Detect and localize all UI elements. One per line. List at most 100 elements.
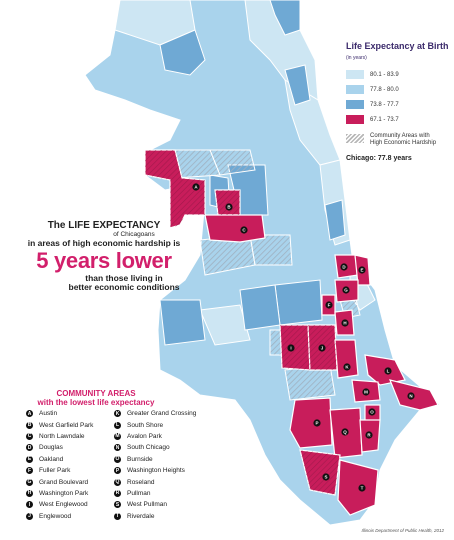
area-P [289, 397, 333, 449]
community-item: B West Garfield Park [26, 419, 93, 430]
callout-line6: better economic conditions [68, 282, 180, 292]
map-marker-e: E [358, 266, 366, 274]
map-marker-label: O [370, 410, 374, 415]
map-marker-label: I [290, 346, 291, 351]
legend-row: 67.1 - 73.7 [346, 112, 450, 127]
community-item: S West Pullman [114, 499, 196, 510]
callout-line1: The LIFE EXPECTANCY [47, 220, 161, 231]
map-marker-label: E [360, 268, 363, 273]
community-list-right: K Greater Grand Crossing L South Shore M Aval… [114, 408, 196, 522]
map-marker-label: C [242, 228, 246, 233]
area-name: South Chicago [127, 444, 170, 452]
legend-unit: (in years) [346, 55, 367, 61]
area-badge: B [26, 421, 33, 429]
community-item: N South Chicago [114, 442, 196, 453]
legend-title: Life Expectancy at Birth (in years) [346, 41, 449, 61]
area-badge: I [26, 501, 33, 509]
callout-line3: in areas of high economic hardship is [27, 238, 181, 248]
community-item: Q Roseland [114, 476, 196, 487]
area-name: Fuller Park [39, 467, 71, 475]
area-badge: E [26, 455, 33, 463]
callout-line2: of Chicagoans [113, 231, 155, 238]
area-badge: G [26, 478, 33, 486]
legend-swatch [346, 70, 364, 79]
area-name: West Garfield Park [39, 421, 94, 429]
map-marker-r: R [365, 431, 373, 439]
map-marker-m: M [362, 388, 370, 396]
area-name: Pullman [127, 489, 151, 497]
map-marker-l: L [384, 367, 392, 375]
map-marker-label: S [324, 475, 327, 480]
area-name: South Shore [127, 421, 164, 429]
legend-row: 77.8 - 80.0 [346, 82, 450, 97]
legend-hatch-row: Community Areas with High Economic Hards… [346, 133, 450, 147]
community-item: L South Shore [114, 419, 196, 430]
map-marker-label: Q [343, 430, 347, 435]
area-badge: N [114, 444, 121, 452]
area-name: Grand Boulevard [39, 478, 89, 486]
map-marker-k: K [343, 363, 351, 371]
area-badge: O [114, 455, 121, 463]
legend-label: 67.1 - 73.7 [370, 116, 399, 123]
map-marker-label: H [343, 321, 346, 326]
community-item: G Grand Boulevard [26, 476, 93, 487]
area-badge: K [114, 410, 121, 418]
map-marker-i: I [287, 344, 295, 352]
area-badge: M [114, 432, 121, 440]
map-marker-label: N [409, 394, 412, 399]
community-item: E Oakland [26, 454, 93, 465]
community-item: I West Englewood [26, 499, 93, 510]
community-item: C North Lawndale [26, 431, 93, 442]
area-badge: A [26, 410, 33, 418]
legend-label: 80.1 - 83.9 [370, 71, 399, 78]
area-name: Burnside [127, 455, 153, 463]
map-marker-label: R [367, 433, 371, 438]
map-marker-n: N [407, 392, 415, 400]
area-name: North Lawndale [39, 432, 85, 440]
area-name: West Englewood [39, 501, 88, 509]
map-marker-c: C [240, 226, 248, 234]
callout-line5: than those living in [85, 273, 163, 283]
map-marker-label: P [315, 421, 318, 426]
map-marker-label: J [321, 346, 324, 351]
chicago-average: Chicago: 77.8 years [346, 155, 412, 162]
area-badge: F [26, 467, 33, 475]
area-name: Riverdale [127, 512, 155, 520]
community-item: P Washington Heights [114, 465, 196, 476]
community-item: A Austin [26, 408, 93, 419]
area-name: West Pullman [127, 501, 167, 509]
area-name: Washington Heights [127, 467, 185, 475]
community-item: T Riverdale [114, 511, 196, 522]
area-badge: J [26, 512, 33, 520]
area-badge: T [114, 512, 121, 520]
map-marker-d: D [340, 263, 348, 271]
legend-swatch [346, 100, 364, 109]
community-item: H Washington Park [26, 488, 93, 499]
area-name: Avalon Park [127, 432, 162, 440]
map-marker-j: J [318, 344, 326, 352]
hatch-swatch [346, 134, 364, 143]
area-name: Oakland [39, 455, 64, 463]
community-item: J Englewood [26, 511, 93, 522]
area-name: Douglas [39, 444, 63, 452]
community-areas-title-line1: COMMUNITY AREAS [56, 389, 136, 398]
area-name: Washington Park [39, 489, 89, 497]
map-marker-label: T [361, 486, 364, 491]
map-marker-label: F [328, 303, 331, 308]
source-credit: Illinois Department of Public Health, 20… [361, 528, 444, 533]
community-item: K Greater Grand Crossing [114, 408, 196, 419]
callout-headline: 5 years lower [36, 248, 172, 273]
map-marker-label: A [194, 185, 198, 190]
community-item: F Fuller Park [26, 465, 93, 476]
map-marker-label: M [364, 390, 368, 395]
map-marker-a: A [192, 183, 200, 191]
community-areas-title: COMMUNITY AREAS with the lowest life exp… [26, 389, 166, 407]
legend-hatch-label: Community Areas with High Economic Hards… [370, 133, 437, 146]
map-marker-p: P [313, 419, 321, 427]
community-list-left: A Austin B West Garfield Park C North Lawndal… [26, 408, 93, 522]
area-K [334, 339, 359, 379]
area-badge: L [114, 421, 121, 429]
map-marker-label: L [387, 369, 390, 374]
area-badge: S [114, 501, 121, 509]
